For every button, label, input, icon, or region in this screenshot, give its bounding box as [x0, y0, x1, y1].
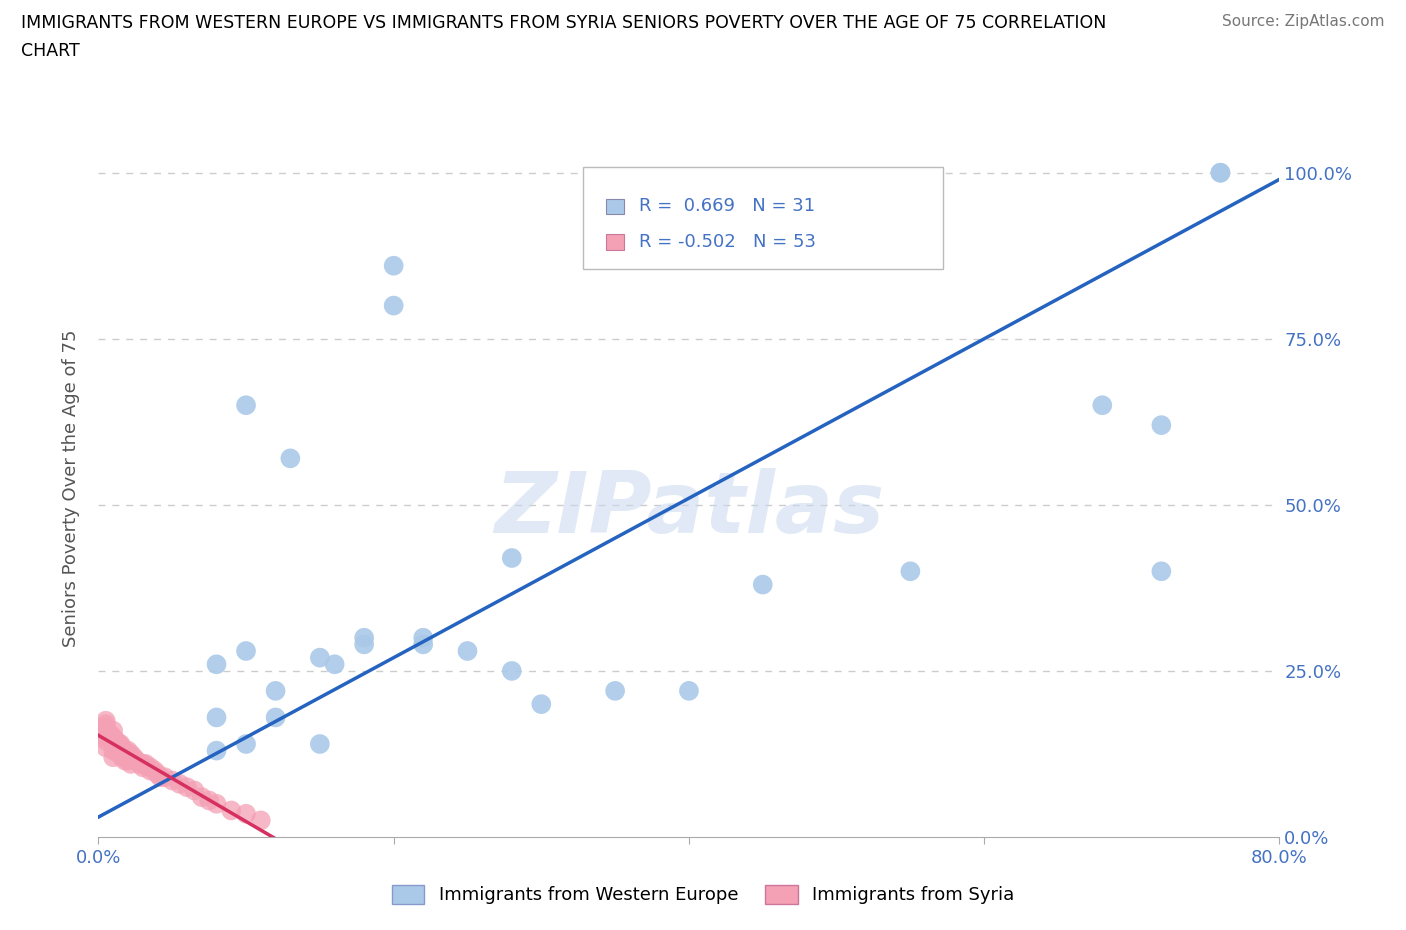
Point — [103, 743, 125, 758]
Point — [94, 713, 117, 728]
Point — [94, 730, 117, 745]
Point — [108, 737, 131, 751]
Point — [235, 644, 257, 658]
Point — [128, 756, 150, 771]
FancyBboxPatch shape — [606, 234, 624, 250]
Text: IMMIGRANTS FROM WESTERN EUROPE VS IMMIGRANTS FROM SYRIA SENIORS POVERTY OVER THE: IMMIGRANTS FROM WESTERN EUROPE VS IMMIGR… — [21, 14, 1107, 32]
Point — [1209, 166, 1232, 180]
Point — [278, 451, 302, 466]
Point — [1150, 418, 1173, 432]
Point — [143, 764, 166, 778]
Point — [114, 743, 136, 758]
Point — [323, 657, 346, 671]
Point — [501, 663, 523, 678]
Point — [120, 756, 142, 771]
Point — [412, 637, 434, 652]
Point — [353, 631, 375, 645]
Point — [111, 750, 134, 764]
Point — [94, 720, 117, 735]
Point — [183, 783, 205, 798]
Point — [111, 740, 134, 755]
Point — [139, 760, 162, 775]
Point — [94, 733, 117, 748]
Point — [132, 756, 155, 771]
Text: Source: ZipAtlas.com: Source: ZipAtlas.com — [1222, 14, 1385, 29]
Point — [309, 737, 332, 751]
Point — [132, 760, 155, 775]
Point — [114, 753, 136, 768]
Point — [456, 644, 478, 658]
Point — [205, 743, 228, 758]
FancyBboxPatch shape — [606, 199, 624, 214]
Point — [219, 803, 242, 817]
Point — [94, 717, 117, 732]
Point — [250, 813, 273, 828]
Point — [139, 764, 162, 778]
Point — [103, 724, 125, 738]
Point — [105, 743, 128, 758]
Point — [122, 750, 145, 764]
Point — [412, 631, 434, 645]
Point — [94, 740, 117, 755]
Point — [235, 806, 257, 821]
Point — [191, 790, 214, 804]
Point — [900, 564, 922, 578]
Point — [153, 770, 176, 785]
Point — [110, 743, 132, 758]
Point — [135, 756, 157, 771]
Point — [146, 766, 169, 781]
Point — [169, 777, 191, 791]
Text: R = -0.502   N = 53: R = -0.502 N = 53 — [638, 233, 815, 251]
Legend: Immigrants from Western Europe, Immigrants from Syria: Immigrants from Western Europe, Immigran… — [384, 878, 1022, 911]
Point — [264, 684, 287, 698]
Point — [103, 733, 125, 748]
Point — [235, 398, 257, 413]
Point — [108, 747, 131, 762]
Point — [176, 779, 198, 794]
Point — [1209, 166, 1232, 180]
Point — [309, 650, 332, 665]
Point — [382, 259, 405, 273]
Point — [117, 753, 139, 768]
Point — [264, 710, 287, 724]
Point — [205, 657, 228, 671]
Text: CHART: CHART — [21, 42, 80, 60]
Point — [120, 747, 142, 762]
FancyBboxPatch shape — [582, 167, 943, 269]
Point — [110, 737, 132, 751]
Point — [205, 710, 228, 724]
Point — [103, 750, 125, 764]
Point — [198, 793, 221, 808]
Point — [353, 637, 375, 652]
Point — [94, 726, 117, 741]
Point — [605, 684, 627, 698]
Point — [235, 737, 257, 751]
Point — [103, 730, 125, 745]
Point — [751, 578, 773, 592]
Point — [124, 753, 146, 768]
Point — [678, 684, 700, 698]
Point — [94, 724, 117, 738]
Point — [149, 770, 172, 785]
Point — [205, 796, 228, 811]
Text: R =  0.669   N = 31: R = 0.669 N = 31 — [638, 197, 814, 216]
Point — [98, 726, 121, 741]
Point — [105, 733, 128, 748]
Point — [501, 551, 523, 565]
Point — [1150, 564, 1173, 578]
Point — [1091, 398, 1114, 413]
Point — [117, 750, 139, 764]
Text: ZIPatlas: ZIPatlas — [494, 468, 884, 551]
Point — [117, 743, 139, 758]
Point — [382, 299, 405, 313]
Point — [530, 697, 553, 711]
Point — [125, 753, 148, 768]
Y-axis label: Seniors Poverty Over the Age of 75: Seniors Poverty Over the Age of 75 — [62, 329, 80, 647]
Point — [103, 737, 125, 751]
Point — [162, 773, 183, 788]
